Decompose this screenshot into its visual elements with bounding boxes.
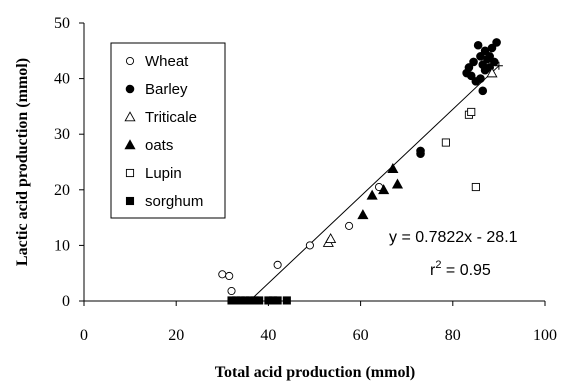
point-sorghum-9 [273, 296, 282, 305]
legend-label-oats: oats [145, 137, 173, 154]
x-tick-label-4: 80 [445, 327, 461, 344]
x-tick-label-5: 100 [533, 327, 557, 344]
point-wheat-1 [225, 271, 234, 281]
y-tick-label-3: 30 [54, 126, 70, 143]
legend-marker-barley [125, 84, 135, 94]
point-wheat-3 [273, 260, 282, 269]
point-lupin-3 [471, 182, 480, 192]
x-tick-label-0: 0 [80, 327, 88, 344]
point-oats-4 [391, 178, 404, 189]
point-barley-1 [464, 63, 474, 72]
legend-label-wheat: Wheat [145, 53, 189, 70]
point-oats-1 [366, 189, 378, 200]
legend-label-sorghum: sorghum [145, 193, 203, 210]
point-extra-0-0 [494, 61, 503, 70]
trendline-group [249, 65, 500, 302]
legend-marker-wheat [125, 56, 135, 66]
x-tick-label-2: 40 [260, 327, 276, 344]
legend-marker-lupin [125, 168, 135, 178]
point-barley-19 [416, 146, 425, 156]
data-points [218, 38, 503, 305]
r-squared-text: r2 = 0.95 [430, 259, 491, 279]
point-wheat-0 [218, 270, 227, 279]
y-tick-label-2: 20 [54, 182, 70, 199]
point-barley-6 [476, 74, 485, 83]
point-wheat-5 [345, 221, 354, 230]
point-wheat-4 [305, 241, 314, 250]
point-triticale-1 [325, 233, 337, 244]
point-triticale-2 [486, 67, 498, 78]
y-axis-title: Lactic acid production (mmol) [14, 58, 31, 266]
point-barley-3 [469, 57, 478, 67]
legend-label-barley: Barley [145, 81, 188, 98]
legend-label-lupin: Lupin [145, 165, 182, 182]
trendline [249, 65, 500, 302]
point-oats-2 [378, 184, 390, 195]
legend-marker-oats [124, 139, 136, 150]
point-lupin-0 [441, 138, 450, 147]
y-tick-label-0: 0 [62, 293, 70, 310]
y-tick-label-4: 40 [54, 71, 70, 88]
axes [83, 23, 545, 302]
legend-marker-sorghum [125, 196, 135, 206]
point-barley-15 [487, 43, 497, 53]
legend-box [110, 42, 226, 219]
point-sorghum-10 [282, 296, 291, 305]
legend: Wheat Barley Triticale oats Lupin sorghum [110, 42, 226, 219]
point-oats-3 [387, 162, 399, 173]
ticks: 0 20 40 60 80 100 0 10 20 30 40 50 [54, 15, 557, 344]
point-barley-13 [485, 52, 494, 61]
point-sorghum-6 [255, 296, 264, 305]
equation-text: y = 0.7822x - 28.1 [389, 229, 518, 246]
point-barley-5 [473, 40, 483, 50]
point-barley-8 [478, 86, 488, 96]
point-barley-17 [492, 38, 501, 47]
point-barley-16 [489, 57, 499, 67]
point-lupin-2 [467, 107, 476, 117]
point-oats-0 [357, 209, 369, 220]
legend-label-triticale: Triticale [145, 109, 197, 126]
trendline-equation: y = 0.7822x - 28.1 r2 = 0.95 [389, 229, 518, 279]
legend-marker-triticale [124, 111, 136, 122]
x-tick-label-1: 20 [168, 327, 184, 344]
point-barley-2 [466, 71, 476, 81]
y-tick-label-5: 50 [54, 15, 70, 32]
x-tick-label-3: 60 [353, 327, 369, 344]
x-axis-title: Total acid production (mmol) [215, 364, 415, 381]
point-wheat-2 [227, 286, 236, 296]
y-tick-label-1: 10 [54, 237, 70, 254]
